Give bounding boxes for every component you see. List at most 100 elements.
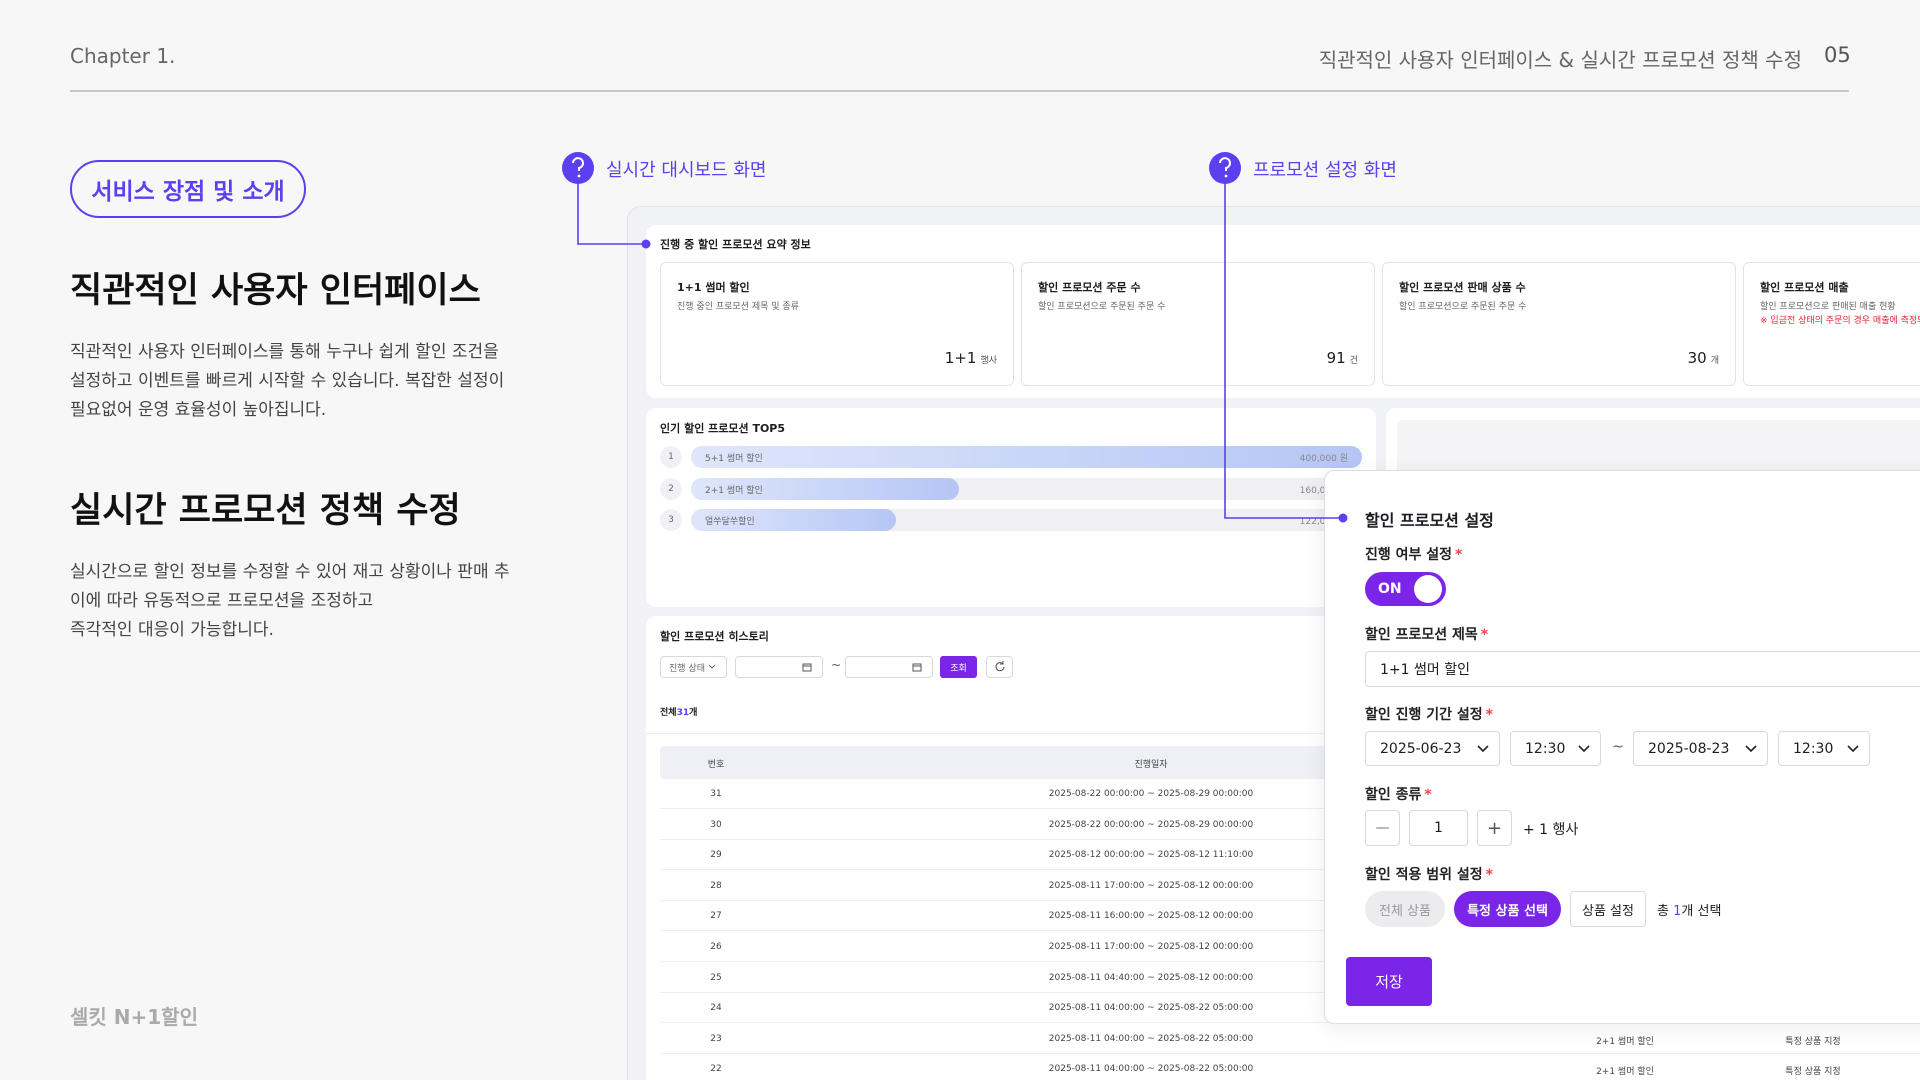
save-button[interactable]: 저장 — [1346, 957, 1432, 1006]
history-title: 할인 프로모션 히스토리 — [660, 630, 769, 643]
column-header: 진행일자 — [1134, 760, 1168, 770]
annotation-label: 프로모션 설정 화면 — [1253, 160, 1397, 181]
start-time[interactable]: 12:30 — [1510, 731, 1601, 766]
row-number: 26 — [710, 942, 722, 952]
top5-title: 인기 할인 프로모션 TOP5 — [660, 422, 786, 435]
total: 전체31개 — [660, 705, 697, 718]
row-period: 2025-08-11 16:00:00 ~ 2025-08-12 00:00:0… — [1048, 911, 1254, 922]
scope-label: 할인 적용 범위 설정 * — [1365, 864, 1493, 884]
start-date[interactable]: 2025-06-23 — [1365, 731, 1500, 766]
quantity-input[interactable]: 1 — [1409, 810, 1468, 846]
summary-item-title: 할인 프로모션 판매 상품 수 — [1399, 281, 1526, 294]
summary-item-value: 30 개 — [1688, 349, 1719, 367]
top5-card: 인기 할인 프로모션 TOP5 1 5+1 썸머 할인 400,000 원 2 2+1 … — [646, 408, 1376, 607]
chevron — [708, 664, 716, 669]
summary-item: 1+1 썸머 할인 진행 중인 프로모션 제목 및 종류 1+1 행사 — [660, 262, 1014, 386]
total-count: 31 — [676, 708, 690, 718]
summary-item-desc: 할인 프로모션으로 판매된 매출 현황 — [1760, 302, 1896, 312]
bar-value: 160,000 원 — [1299, 485, 1348, 496]
toggle-text: ON — [1378, 581, 1402, 597]
divider — [646, 733, 1920, 734]
end-time[interactable]: 12:30 — [1778, 731, 1870, 766]
active-label: 진행 여부 설정 * — [1365, 544, 1462, 564]
bar-name: 5+1 썸머 할인 — [705, 454, 763, 464]
row-number: 29 — [710, 850, 722, 861]
date-from[interactable] — [735, 656, 823, 678]
value: 30 — [1687, 349, 1707, 367]
search-button[interactable]: 조회 — [940, 656, 977, 678]
row-period: 2025-08-12 00:00:00 ~ 2025-08-12 11:10:0… — [1048, 850, 1254, 861]
summary-item-title: 할인 프로모션 주문 수 — [1038, 281, 1141, 294]
row-divider — [660, 899, 1920, 901]
row-period: 2025-08-11 04:00:00 ~ 2025-08-22 05:00:0… — [1048, 1064, 1254, 1075]
row-name: 2+1 썸머 할인 — [1596, 1036, 1654, 1047]
summary-item-value: 1+1 행사 — [945, 349, 997, 367]
connector-dot — [641, 239, 651, 249]
help-glyph — [1219, 157, 1231, 171]
start-time-text: 12:30 — [1525, 740, 1566, 757]
chevron — [1745, 744, 1757, 752]
scope-products[interactable]: 상품 설정 — [1570, 891, 1646, 927]
unit: 건 — [1349, 356, 1358, 366]
selected-number: 1 — [1673, 904, 1682, 919]
row-period: 2025-08-11 04:00:00 ~ 2025-08-22 05:00:0… — [1048, 1003, 1254, 1014]
row-divider — [660, 838, 1920, 840]
summary-item-value: 91 건 — [1327, 349, 1358, 367]
summary-title: 진행 중 할인 프로모션 요약 정보 — [660, 238, 811, 251]
settings-title: 할인 프로모션 설정 — [1365, 511, 1494, 530]
chevron — [1477, 744, 1489, 752]
chevron — [1578, 744, 1590, 752]
bar — [691, 477, 960, 500]
connector — [1224, 168, 1343, 519]
minus-button[interactable]: — — [1365, 810, 1400, 846]
toggle-knob — [1414, 575, 1442, 603]
footer: 셀킷 N+1할인 — [70, 1005, 198, 1029]
section-text: 실시간으로 할인 정보를 수정할 수 있어 재고 상황이나 판매 추 — [70, 562, 510, 582]
status-filter[interactable]: 진행 상태 — [660, 656, 727, 678]
help-glyph — [577, 174, 581, 178]
section-text: 필요없어 운영 효율성이 높아집니다. — [70, 400, 327, 420]
label-text: 할인 적용 범위 설정 — [1365, 867, 1483, 883]
row-number: 30 — [710, 819, 722, 830]
row-number: 22 — [710, 1064, 722, 1075]
rank: 2 — [660, 477, 682, 500]
row-period: 2025-08-11 17:00:00 ~ 2025-08-12 00:00:0… — [1048, 880, 1254, 891]
value: 1+1 — [944, 349, 977, 367]
total-label: 전체 — [660, 708, 677, 718]
summary-item: 할인 프로모션 매출 할인 프로모션으로 판매된 매출 현황 ※ 입금전 상태의 주… — [1743, 262, 1920, 386]
toggle[interactable]: ON — [1365, 572, 1446, 606]
selected-suffix: 개 선택 — [1681, 904, 1722, 919]
end-time-text: 12:30 — [1793, 740, 1834, 757]
plus-button[interactable]: + — [1477, 810, 1512, 846]
section-text: 즉각적인 대응이 가능합니다. — [70, 620, 274, 640]
name-input[interactable]: 1+1 썸머 할인 — [1365, 651, 1920, 687]
name-label: 할인 프로모션 제목 * — [1365, 624, 1488, 644]
row-period: 2025-08-22 00:00:00 ~ 2025-08-29 00:00:0… — [1048, 819, 1254, 830]
summary-item-desc: 할인 프로모션으로 주문된 주문 수 — [1038, 302, 1166, 312]
scope-all[interactable]: 전체 상품 — [1365, 891, 1445, 927]
name-value: 1+1 썸머 할인 — [1380, 662, 1470, 678]
scope-specific[interactable]: 특정 상품 선택 — [1454, 891, 1561, 927]
row-number: 23 — [710, 1033, 722, 1044]
page-number: 05 — [1824, 43, 1851, 67]
start-date-text: 2025-06-23 — [1380, 740, 1462, 757]
row-scope: 특정 상품 지정 — [1785, 1036, 1841, 1047]
row-number: 31 — [710, 789, 722, 799]
bar-name: 얼쑤달쑤할인 — [705, 517, 755, 527]
unit: 행사 — [980, 356, 997, 366]
bar-value: 122,000 원 — [1299, 517, 1348, 527]
label-text: 할인 종류 — [1365, 787, 1422, 803]
bar-value: 400,000 원 — [1299, 454, 1348, 464]
summary-item-desc: 할인 프로모션으로 주문된 주문 수 — [1399, 302, 1527, 312]
reset-button[interactable] — [986, 656, 1013, 678]
required-mark: * — [1480, 627, 1489, 643]
end-date[interactable]: 2025-08-23 — [1633, 731, 1768, 766]
chevron — [1847, 744, 1859, 752]
badge: 서비스 장점 및 소개 — [70, 160, 306, 218]
unit: 개 — [1710, 356, 1719, 366]
date-to[interactable] — [845, 656, 933, 678]
row-divider — [660, 991, 1920, 993]
row-period: 2025-08-11 17:00:00 ~ 2025-08-12 00:00:0… — [1048, 942, 1254, 952]
header-title: 직관적인 사용자 인터페이스 & 실시간 프로모션 정책 수정 — [1318, 48, 1802, 72]
